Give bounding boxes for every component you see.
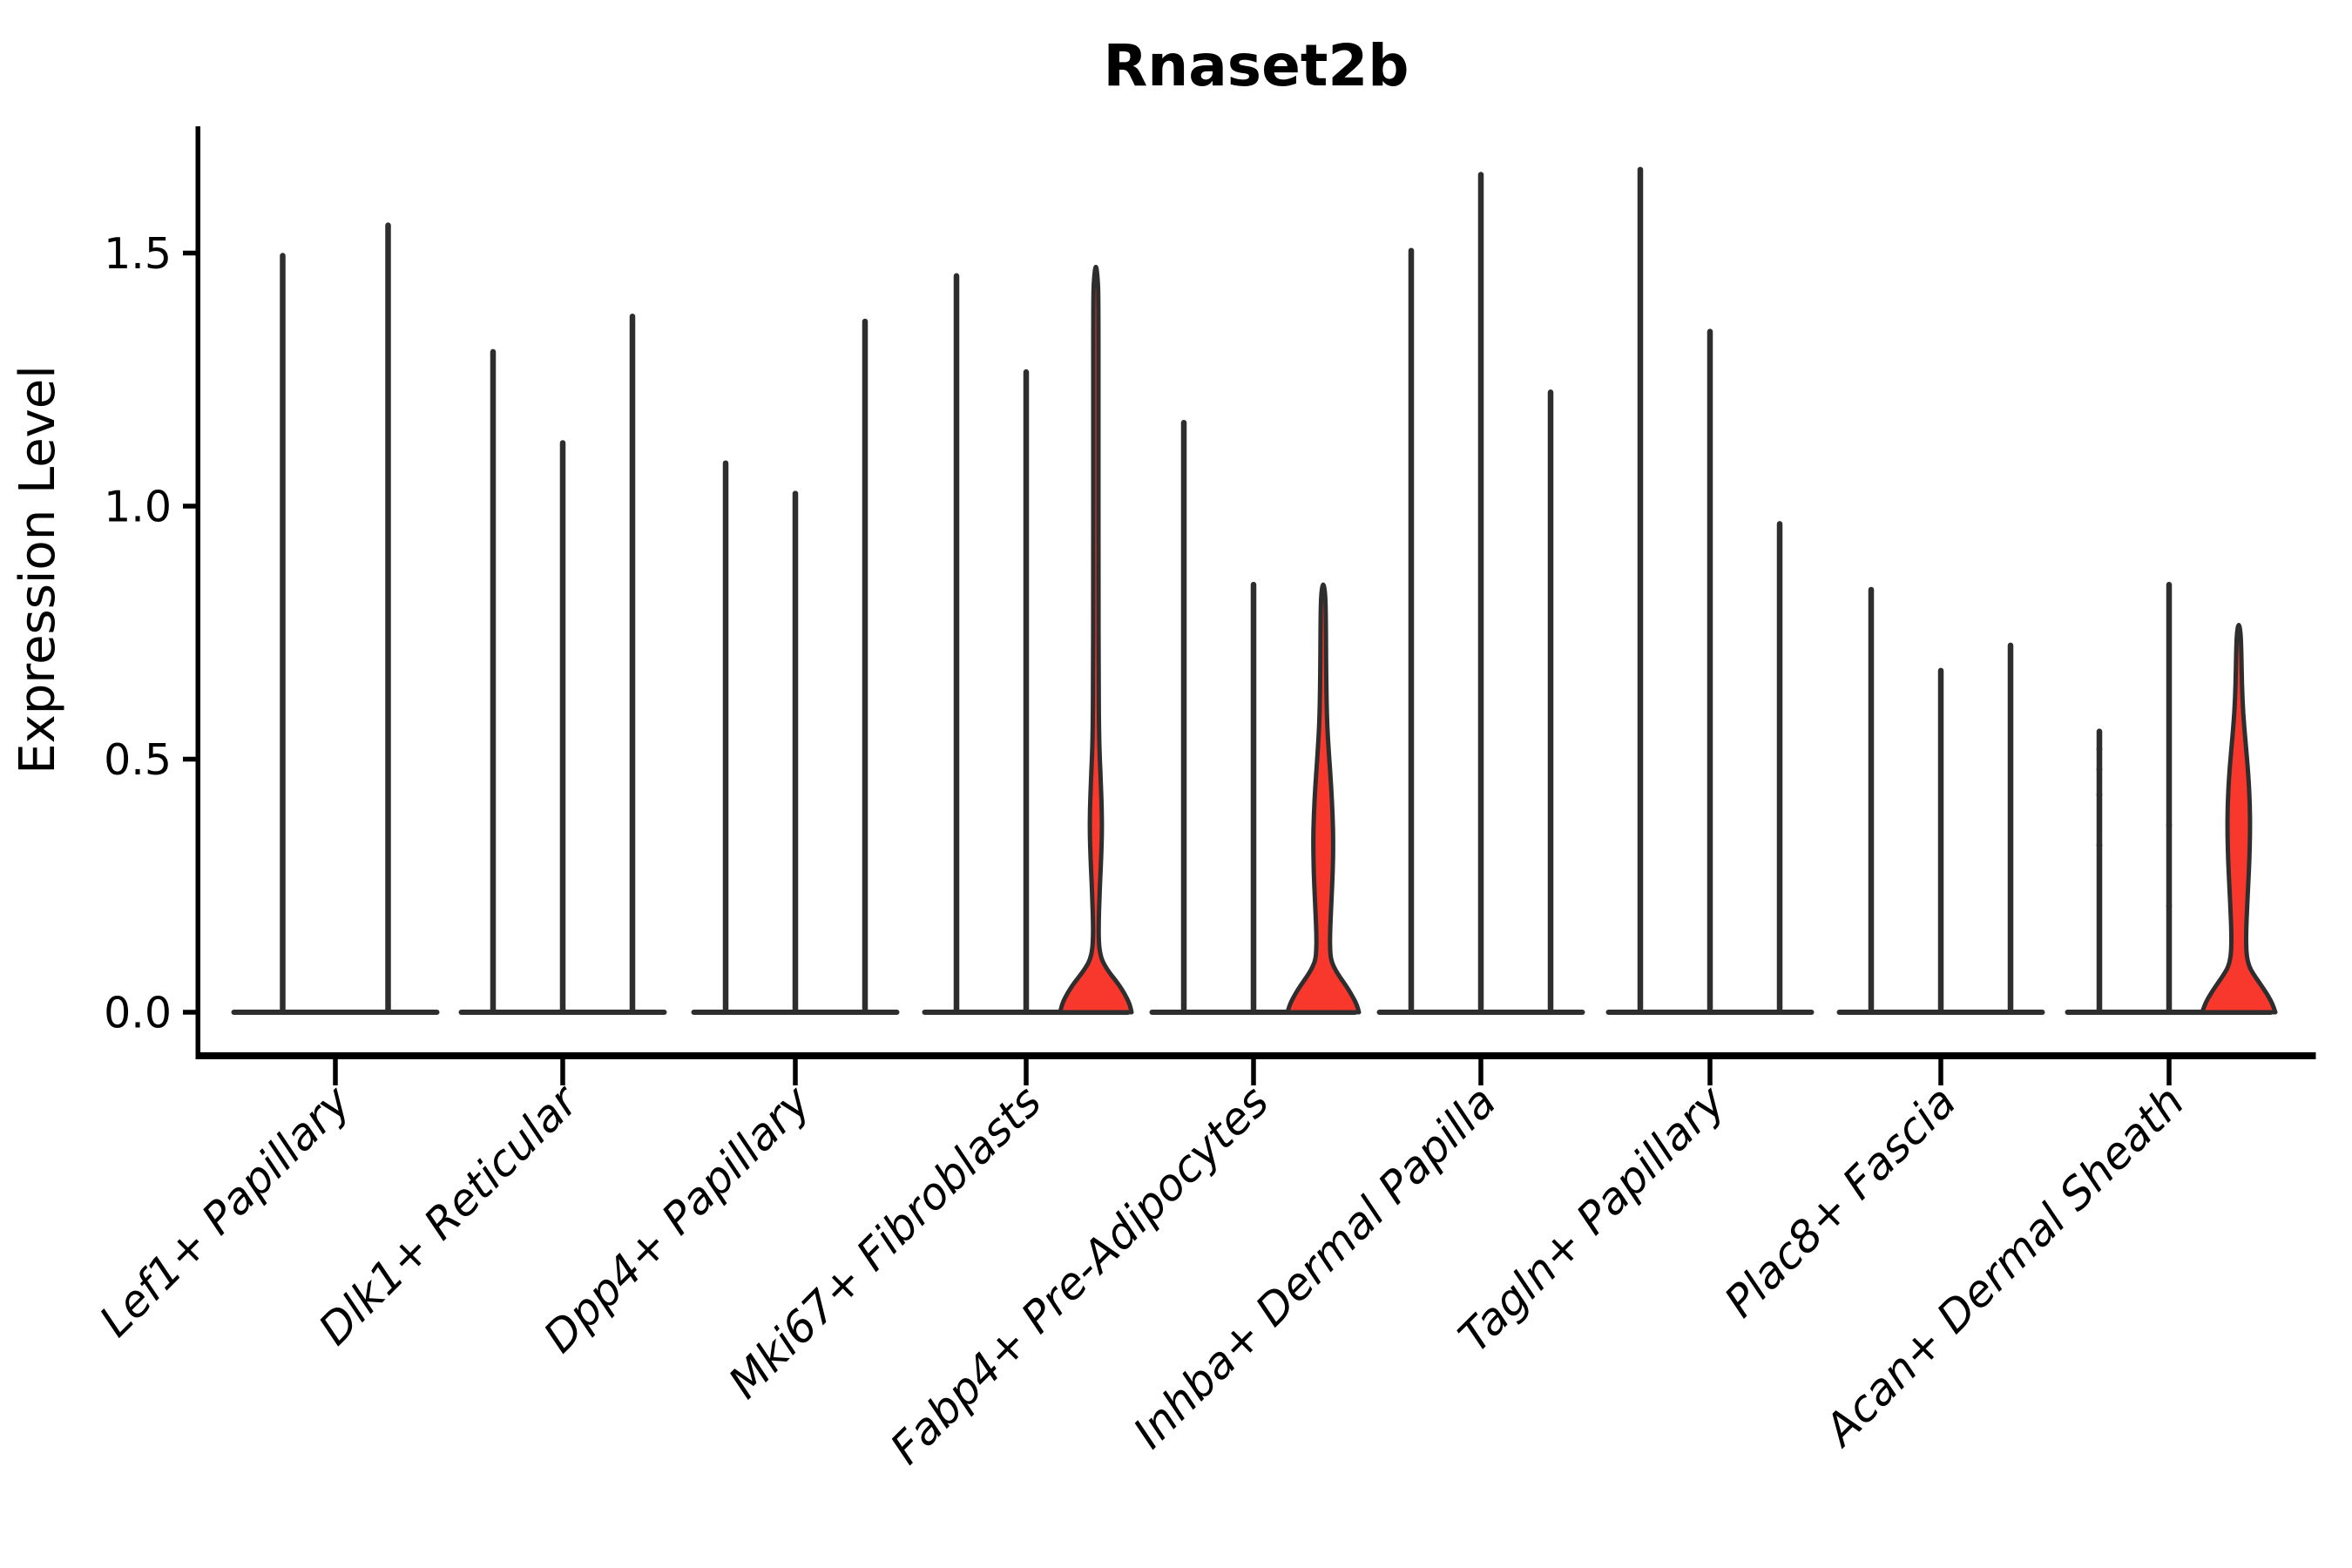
data-point-dot xyxy=(2096,791,2103,798)
violin-red xyxy=(1285,582,1362,1015)
violin-red xyxy=(1058,264,1134,1015)
data-point-dot xyxy=(2096,746,2103,753)
violin-group xyxy=(1149,419,1362,1015)
violins-layer xyxy=(231,166,2278,1015)
data-point-dot xyxy=(2166,821,2173,828)
y-axis-label: Expression Level xyxy=(10,365,66,774)
violin-group xyxy=(458,313,667,1015)
violin-red xyxy=(2200,623,2278,1015)
violin-group xyxy=(922,264,1134,1015)
data-point-dot xyxy=(2096,766,2103,773)
x-axis-category-label: Inhba+ Dermal Papilla xyxy=(1124,1076,1505,1457)
y-tick-label: 1.5 xyxy=(104,229,172,279)
violin-group xyxy=(1836,586,2045,1015)
y-tick-label: 0.5 xyxy=(104,735,172,785)
chart-title: Rnaset2b xyxy=(1103,32,1409,99)
y-axis-spine xyxy=(195,126,200,1059)
violin-group xyxy=(691,318,900,1015)
violin-group xyxy=(1605,166,1815,1015)
data-point-dot xyxy=(2166,902,2173,909)
x-axis-category-label: Fabp4+ Pre-Adipocytes xyxy=(881,1076,1279,1474)
x-axis-spine xyxy=(195,1052,2316,1059)
y-tick-label: 1.0 xyxy=(104,483,172,532)
violin-group xyxy=(2065,581,2278,1015)
violin-group xyxy=(231,222,440,1015)
y-tick-label: 0.0 xyxy=(104,989,172,1038)
data-point-dot xyxy=(2096,841,2103,848)
x-axis-category-label: Lef1+ Papillary xyxy=(90,1075,361,1346)
y-ticks-layer: 0.0 0.5 1.0 1.5 xyxy=(104,229,198,1038)
x-axis-category-label: Acan+ Dermal Sheath xyxy=(1814,1076,2194,1456)
x-axis-category-label: Plac8+ Fascia xyxy=(1715,1076,1966,1327)
violin-group xyxy=(1376,172,1585,1015)
